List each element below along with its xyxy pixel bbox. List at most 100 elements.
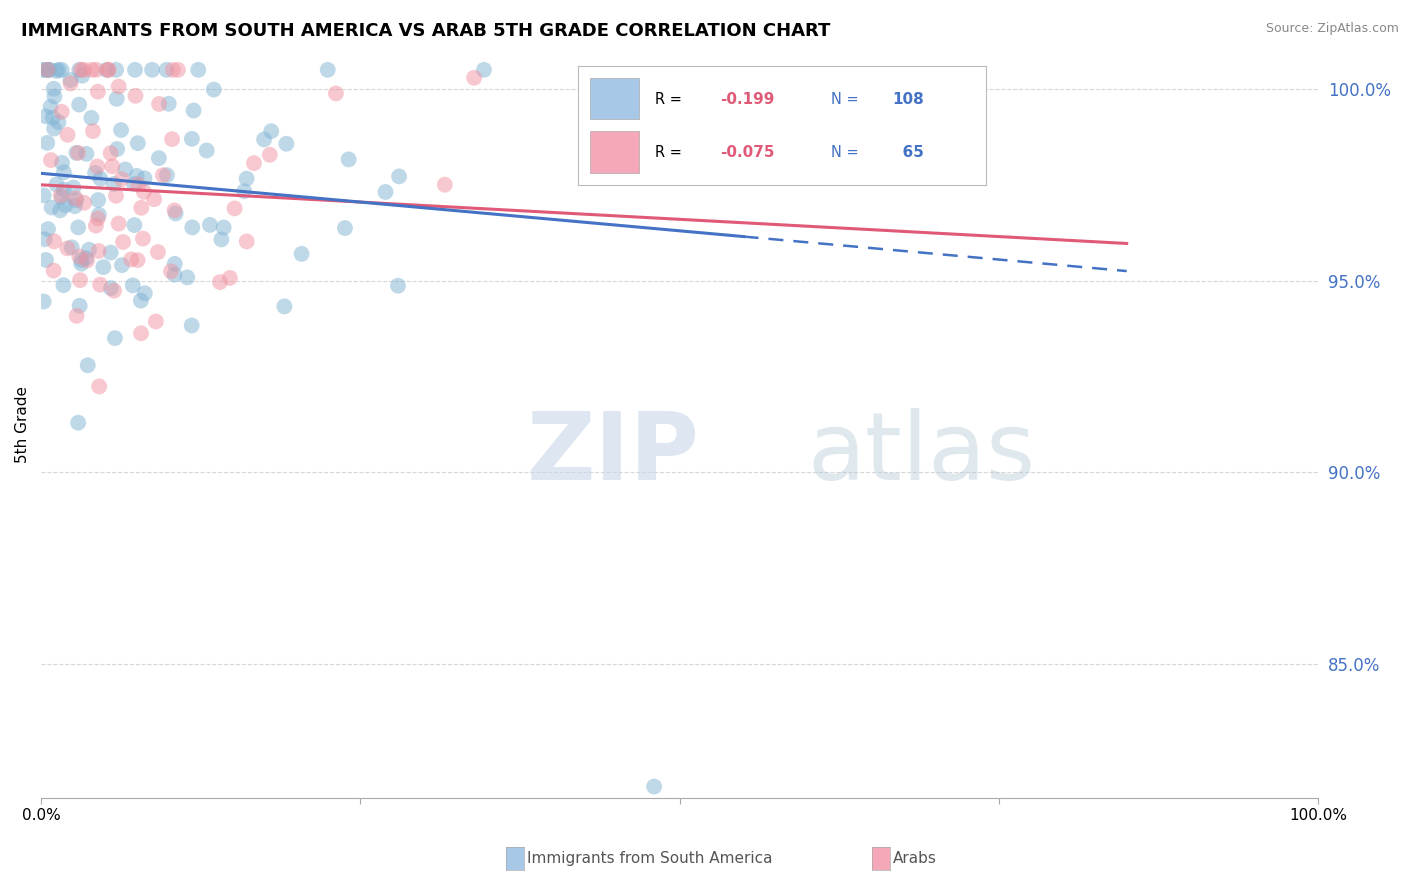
Point <box>41 201 63 215</box>
Point <box>70 252 93 267</box>
Point <box>157 96 180 111</box>
Point <box>259 148 281 162</box>
Point <box>124 88 146 103</box>
Point <box>66 309 89 323</box>
Point <box>333 221 356 235</box>
Point <box>100 245 122 260</box>
Point <box>45 178 67 192</box>
Point <box>75 251 97 265</box>
Text: atlas: atlas <box>807 409 1036 500</box>
Text: ZIP: ZIP <box>526 409 699 500</box>
Point <box>97 62 120 77</box>
Point <box>104 188 127 202</box>
Point <box>49 203 72 218</box>
Point <box>132 231 155 245</box>
Point <box>325 87 347 101</box>
Point <box>75 146 97 161</box>
Point <box>87 208 110 222</box>
Point <box>59 76 82 90</box>
Text: IMMIGRANTS FROM SOUTH AMERICA VS ARAB 5TH GRADE CORRELATION CHART: IMMIGRANTS FROM SOUTH AMERICA VS ARAB 5T… <box>21 22 831 40</box>
Point <box>388 169 411 184</box>
Point <box>73 62 96 77</box>
Point <box>42 263 65 277</box>
Point <box>87 85 110 99</box>
Point <box>65 193 87 207</box>
Point <box>67 145 90 160</box>
Point <box>37 62 59 77</box>
Text: Arabs: Arabs <box>893 852 936 866</box>
Point <box>80 111 103 125</box>
Point <box>374 185 396 199</box>
Point <box>67 250 90 264</box>
Point <box>243 156 266 170</box>
Point <box>52 165 75 179</box>
Point <box>63 199 86 213</box>
Point <box>56 128 79 142</box>
Point <box>42 121 65 136</box>
Point <box>129 326 152 341</box>
Point <box>51 190 73 204</box>
Point <box>212 220 235 235</box>
Point <box>104 331 127 345</box>
Point <box>89 171 111 186</box>
Point <box>110 172 132 186</box>
Point <box>165 206 187 220</box>
Point <box>80 62 103 77</box>
Point <box>59 73 82 87</box>
Point <box>643 780 665 794</box>
Point <box>146 245 169 260</box>
Point <box>235 171 257 186</box>
Point <box>37 62 59 77</box>
Point <box>67 220 90 235</box>
Point <box>105 92 128 106</box>
Point <box>105 142 128 156</box>
Point <box>32 294 55 309</box>
Point <box>316 62 339 77</box>
Point <box>202 82 225 96</box>
Point <box>163 203 186 218</box>
Point <box>84 219 107 233</box>
Point <box>129 293 152 308</box>
Point <box>145 314 167 328</box>
Point <box>103 284 125 298</box>
Point <box>195 144 218 158</box>
Point <box>97 62 120 77</box>
Point <box>67 62 90 77</box>
Point <box>38 62 60 77</box>
Point <box>105 62 128 77</box>
Point <box>433 178 456 192</box>
Point <box>463 70 485 85</box>
Point <box>32 62 55 77</box>
Point <box>120 252 142 267</box>
Point <box>37 222 59 236</box>
Point <box>167 62 190 77</box>
Point <box>291 247 314 261</box>
Point <box>42 111 65 125</box>
Point <box>127 178 149 192</box>
Point <box>111 235 134 249</box>
Point <box>127 136 149 151</box>
Point <box>134 286 156 301</box>
Point <box>337 153 360 167</box>
Point <box>125 169 148 183</box>
Point <box>156 168 179 182</box>
Point <box>148 151 170 165</box>
Point <box>472 62 495 77</box>
Point <box>70 62 93 77</box>
Point <box>163 257 186 271</box>
Point <box>84 62 107 77</box>
Point <box>65 191 87 205</box>
Point <box>42 82 65 96</box>
Point <box>233 184 256 198</box>
Point <box>56 241 79 255</box>
Point <box>87 193 110 207</box>
Point <box>77 243 100 257</box>
Point <box>45 64 67 78</box>
Point <box>176 270 198 285</box>
Point <box>143 192 166 206</box>
Point <box>110 123 132 137</box>
Point <box>34 232 56 246</box>
Point <box>183 103 205 118</box>
Point <box>44 235 66 249</box>
Point <box>86 160 108 174</box>
